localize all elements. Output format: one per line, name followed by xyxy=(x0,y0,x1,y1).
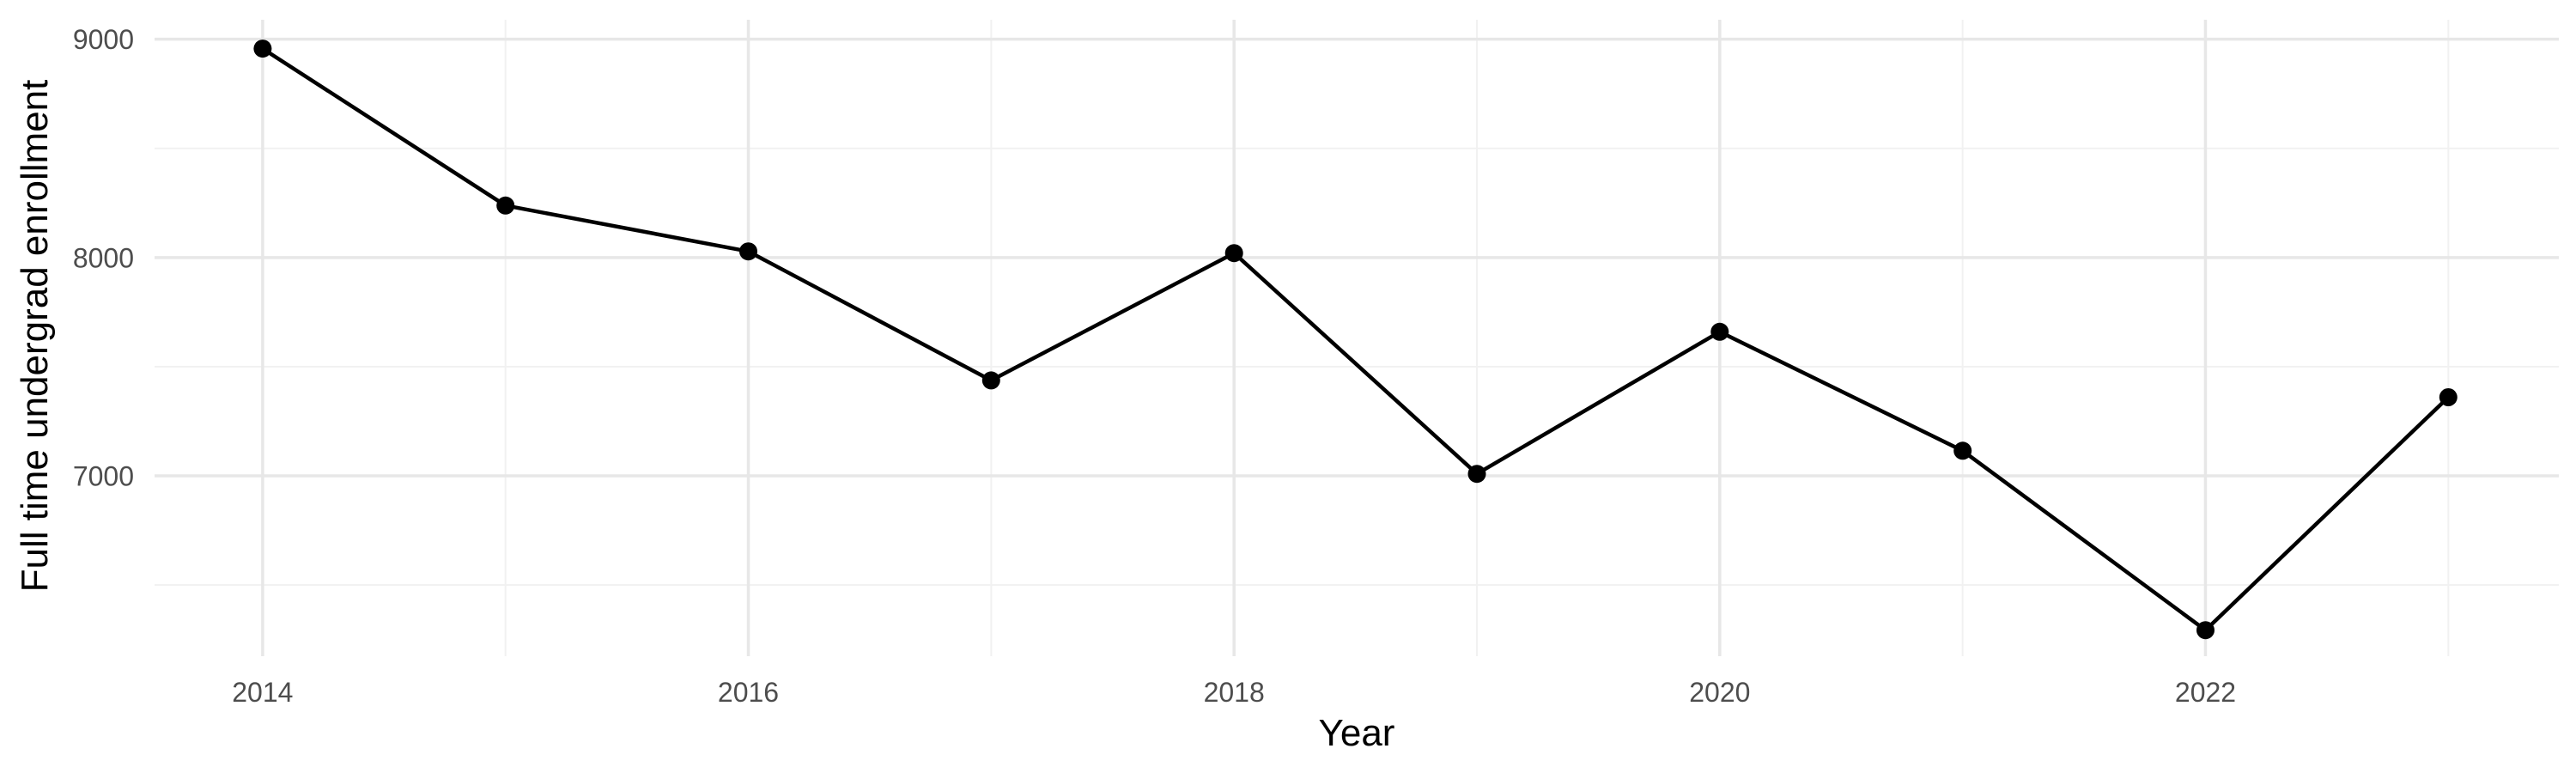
x-axis-title: Year xyxy=(1319,712,1395,754)
x-axis-tick-labels: 2014 2016 2018 2020 2022 xyxy=(232,677,2236,708)
x-tick-label: 2018 xyxy=(1204,677,1265,708)
gridlines-major xyxy=(155,20,2559,656)
y-tick-label: 9000 xyxy=(73,24,134,55)
data-points xyxy=(253,40,2458,640)
x-tick-label: 2020 xyxy=(1689,677,1750,708)
y-tick-label: 8000 xyxy=(73,242,134,273)
y-tick-label: 7000 xyxy=(73,461,134,492)
y-axis-title: Full time undergrad enrollment xyxy=(14,80,56,593)
data-line xyxy=(260,46,2451,632)
y-axis-tick-labels: 9000 8000 7000 xyxy=(73,24,134,491)
x-tick-label: 2022 xyxy=(2175,677,2236,708)
gridlines-minor xyxy=(155,20,2559,656)
x-tick-label: 2016 xyxy=(718,677,779,708)
x-tick-label: 2014 xyxy=(232,677,293,708)
